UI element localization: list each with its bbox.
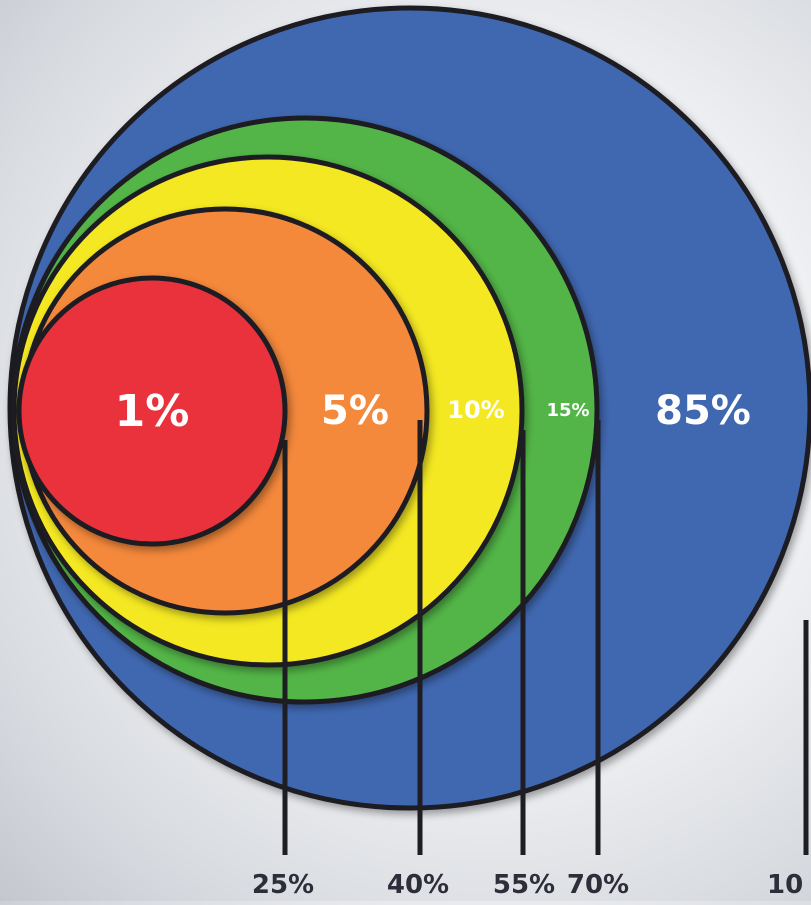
marker-label-70: 70% bbox=[567, 870, 629, 900]
label-red: 1% bbox=[115, 386, 190, 437]
ring-red bbox=[16, 275, 288, 547]
label-orange: 5% bbox=[321, 388, 389, 434]
label-blue: 85% bbox=[655, 388, 751, 434]
marker-label-25: 25% bbox=[252, 870, 314, 900]
label-yellow: 10% bbox=[447, 396, 504, 424]
marker-label-55: 55% bbox=[493, 870, 555, 900]
marker-label-40: 40% bbox=[387, 870, 449, 900]
marker-label-100: 10 bbox=[767, 870, 803, 900]
label-green: 15% bbox=[546, 400, 589, 421]
